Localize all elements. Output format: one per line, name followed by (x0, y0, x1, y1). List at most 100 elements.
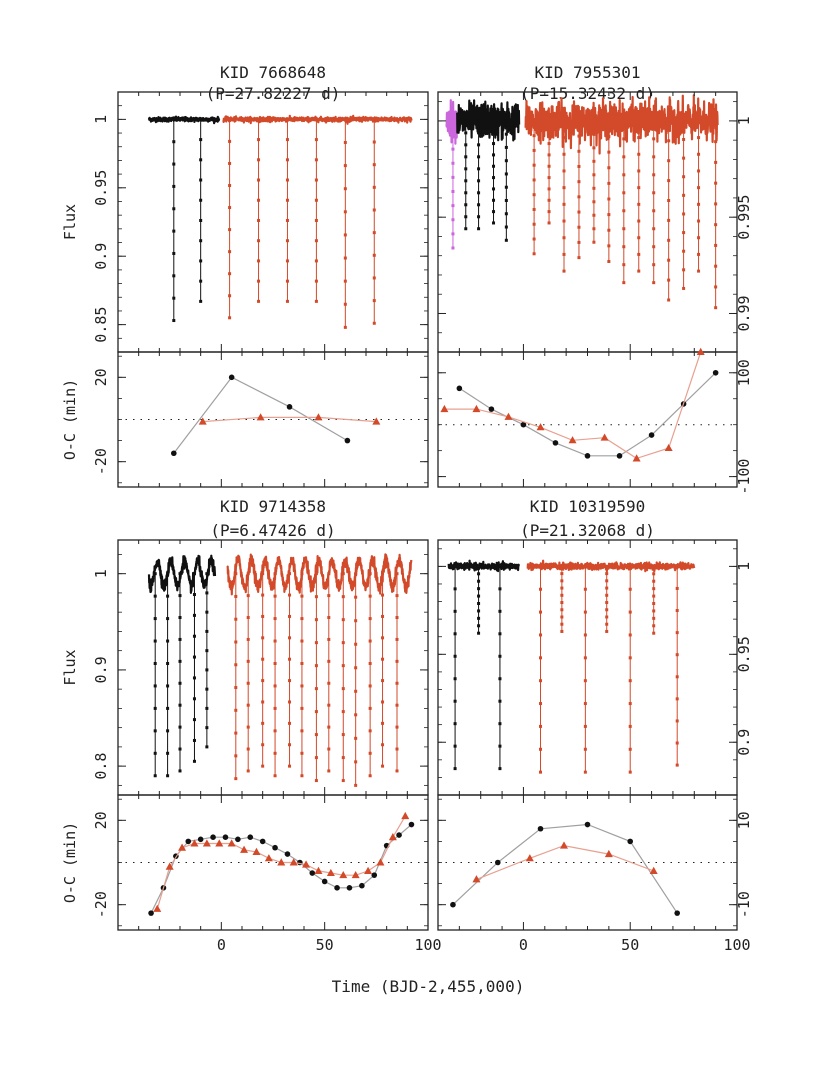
transit-point (539, 702, 543, 706)
transit-point (192, 593, 196, 597)
oc-point-new (472, 404, 481, 413)
transit-point (714, 202, 718, 206)
transit-new-5 (234, 572, 238, 781)
oc-connector-new (476, 844, 654, 880)
transit-point (562, 152, 566, 156)
transit-point (178, 703, 182, 707)
transit-point (675, 609, 679, 613)
transit-point (682, 193, 686, 197)
transit-point (285, 158, 289, 162)
oc-point-new (504, 412, 513, 420)
transit-point (682, 119, 686, 123)
transit-point (166, 729, 170, 733)
transit-point (652, 263, 656, 267)
oc-point-new (339, 870, 348, 879)
transit-point (451, 246, 455, 250)
transit-point (234, 594, 238, 598)
transit-point (652, 564, 656, 568)
transit-point (697, 269, 701, 273)
oc-point-kepler (235, 836, 241, 843)
transit-point (246, 747, 250, 751)
oc-point-kepler (210, 834, 216, 840)
transit-new-9 (288, 572, 292, 768)
transit-point (300, 617, 304, 621)
transit-point (464, 227, 468, 231)
transit-point (205, 706, 209, 710)
transit-point (314, 178, 318, 182)
transit-point (228, 161, 232, 165)
transit-point (273, 684, 277, 688)
transit-point (451, 204, 455, 208)
transit-point (714, 119, 718, 123)
flux-ytick-label-1: 0.9 (92, 656, 110, 683)
transit-point (697, 202, 701, 206)
oc-point-new (696, 347, 705, 355)
transit-point (592, 132, 596, 136)
transit-kepler-0 (153, 572, 157, 778)
transit-new-13 (341, 572, 345, 783)
oc-point-kepler (148, 910, 154, 916)
transit-point (234, 617, 238, 621)
transit-point (343, 140, 347, 144)
transit-point (166, 751, 170, 755)
transit-point (697, 136, 701, 140)
transit-point (228, 316, 232, 320)
transit-point (343, 256, 347, 260)
transit-point (300, 661, 304, 665)
transit-point (605, 564, 609, 568)
transit-point (697, 119, 701, 123)
transit-point (261, 657, 265, 661)
transit-point (314, 279, 318, 283)
transit-point (682, 286, 686, 290)
transit-point (532, 237, 536, 241)
transit-point (257, 158, 261, 162)
transit-point (300, 594, 304, 598)
transit-point (246, 637, 250, 641)
transit-new-3 (257, 117, 261, 303)
oc-point-new (364, 866, 373, 874)
transit-point (372, 231, 376, 235)
oc-point-kepler (552, 440, 559, 446)
transit-point (592, 213, 596, 217)
transit-point (261, 572, 265, 576)
transit-new-5 (583, 564, 587, 774)
transit-point (451, 190, 455, 194)
transit-point (637, 219, 641, 223)
transit-point (381, 593, 385, 597)
transit-point (560, 608, 564, 612)
transit-point (498, 699, 502, 703)
flux-ytick-label-2: 0.9 (735, 729, 753, 756)
transit-point (477, 564, 481, 568)
transit-point (477, 579, 481, 583)
x-axis-label: Time (BJD-2,455,000) (332, 977, 525, 996)
transit-point (199, 178, 203, 182)
transit-point (372, 321, 376, 325)
oc-point-kepler (284, 851, 291, 857)
transit-point (562, 169, 566, 173)
transit-point (178, 681, 182, 685)
transit-point (477, 155, 481, 159)
transit-point (577, 210, 581, 214)
transit-point (451, 147, 455, 151)
oc-point-new (649, 866, 658, 874)
transit-point (234, 663, 238, 667)
transit-point (560, 593, 564, 597)
transit-point (381, 572, 385, 576)
transit-point (288, 657, 292, 661)
transit-point (498, 744, 502, 748)
transit-point (261, 764, 265, 768)
transit-point (234, 731, 238, 735)
oc-point-new (604, 849, 613, 858)
transit-point (622, 209, 626, 213)
oc-point-new (190, 839, 199, 847)
transit-point (607, 181, 611, 185)
transit-point (381, 614, 385, 618)
transit-point (288, 743, 292, 747)
transit-point (451, 218, 455, 222)
transit-point (562, 202, 566, 206)
oc-point-new (264, 854, 273, 862)
transit-point (354, 642, 358, 646)
transit-point (327, 725, 331, 729)
flux-frame-kid10319590 (437, 539, 738, 796)
transit-point (205, 629, 209, 633)
